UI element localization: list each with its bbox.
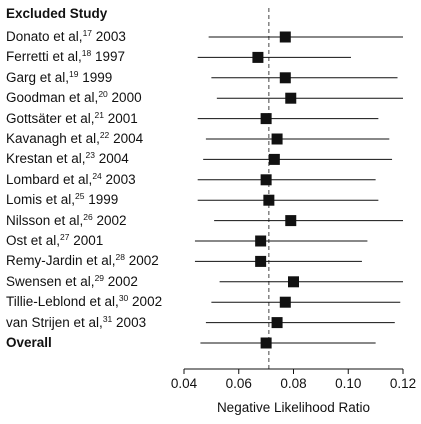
study-year: 1997 (95, 49, 126, 65)
study-estimate-marker (255, 255, 267, 267)
study-estimate-marker (252, 51, 264, 63)
x-tick-label: 0.08 (280, 376, 306, 391)
study-year: 2001 (73, 233, 104, 248)
study-label: Garg et al,19 1999 (6, 70, 112, 86)
study-label: Ferretti et al,18 1997 (6, 49, 125, 65)
study-label: Swensen et al,29 2002 (6, 274, 138, 290)
study-year: 2003 (105, 171, 136, 187)
study-year: 2003 (95, 29, 126, 44)
study-label: Gottsäter et al,21 2001 (6, 109, 138, 127)
study-estimate-marker (260, 113, 272, 125)
study-reference: 19 (69, 68, 79, 79)
study-estimate-marker (263, 194, 275, 206)
study-reference: 26 (83, 211, 93, 222)
study-label: Tillie-Leblond et al,30 2002 (6, 294, 162, 310)
study-author: Swensen et al, (6, 273, 95, 289)
study-reference: 21 (94, 109, 105, 120)
study-estimate-marker (271, 133, 283, 145)
study-year: 2000 (111, 90, 142, 106)
study-label: Ost et al,27 2001 (6, 233, 103, 249)
study-year: 2001 (107, 110, 138, 126)
study-label: Lombard et al,24 2003 (6, 172, 136, 188)
study-reference: 31 (102, 313, 113, 324)
study-year: 1999 (88, 192, 119, 208)
study-author: Krestan et al, (6, 151, 86, 167)
study-author: Gottsäter et al, (6, 110, 95, 126)
study-reference: 29 (94, 272, 105, 283)
x-tick-label: 0.06 (226, 376, 252, 391)
study-label: Krestan et al,23 2004 (6, 151, 129, 167)
study-label: Nilsson et al,26 2002 (6, 211, 127, 229)
study-year: 2004 (98, 151, 129, 167)
overall-label: Overall (6, 335, 52, 350)
study-year: 2002 (132, 294, 163, 310)
study-estimate-marker (255, 235, 267, 247)
study-estimate-marker (260, 174, 272, 186)
study-estimate-marker (271, 317, 283, 329)
study-author: Lombard et al, (6, 171, 93, 187)
study-reference: 18 (81, 48, 92, 59)
study-author: Goodman et al, (6, 90, 99, 106)
study-reference: 23 (85, 150, 96, 161)
study-reference: 27 (60, 232, 70, 242)
study-author: Remy-Jardin et al, (6, 253, 116, 269)
study-author: Tillie-Leblond et al, (6, 294, 119, 310)
x-tick-label: 0.10 (335, 376, 361, 391)
study-year: 2003 (116, 314, 147, 330)
study-estimate-marker (285, 92, 297, 104)
study-label: Donato et al,17 2003 (6, 29, 126, 45)
study-author: Garg et al, (6, 69, 70, 85)
x-tick-label: 0.12 (390, 376, 416, 391)
study-estimate-marker (288, 276, 299, 288)
study-author: van Strijen et al, (6, 314, 103, 330)
study-author: Ferretti et al, (6, 49, 82, 65)
study-estimate-marker (268, 153, 280, 165)
study-reference: 25 (75, 191, 85, 202)
study-reference: 28 (115, 252, 126, 263)
study-label: Goodman et al,20 2000 (6, 90, 142, 106)
study-reference: 20 (98, 89, 108, 100)
study-estimate-marker (285, 215, 297, 227)
study-author: Donato et al, (6, 29, 83, 44)
x-tick-label: 0.04 (171, 376, 198, 391)
overall-estimate-marker (260, 337, 272, 349)
study-estimate-marker (279, 31, 291, 43)
study-reference: 30 (118, 293, 129, 304)
study-author: Lomis et al, (6, 192, 76, 208)
study-year: 2004 (113, 131, 144, 146)
study-author: Kavanagh et al, (6, 131, 100, 146)
study-label: Lomis et al,25 1999 (6, 192, 118, 208)
study-author: Nilsson et al, (6, 212, 84, 228)
x-axis-label: Negative Likelihood Ratio (217, 400, 370, 415)
study-author: Ost et al, (6, 233, 61, 248)
study-reference: 22 (99, 130, 110, 140)
column-header: Excluded Study (6, 6, 108, 21)
study-year: 2002 (107, 273, 138, 289)
study-year: 1999 (82, 69, 113, 85)
study-year: 2002 (96, 212, 127, 228)
study-reference: 24 (92, 170, 102, 181)
study-label: Kavanagh et al,22 2004 (6, 131, 143, 147)
study-estimate-marker (279, 72, 291, 84)
study-reference: 17 (82, 28, 93, 38)
study-estimate-marker (279, 296, 291, 308)
study-label: Remy-Jardin et al,28 2002 (6, 253, 159, 269)
study-year: 2002 (128, 253, 159, 269)
study-label: van Strijen et al,31 2003 (6, 313, 147, 331)
